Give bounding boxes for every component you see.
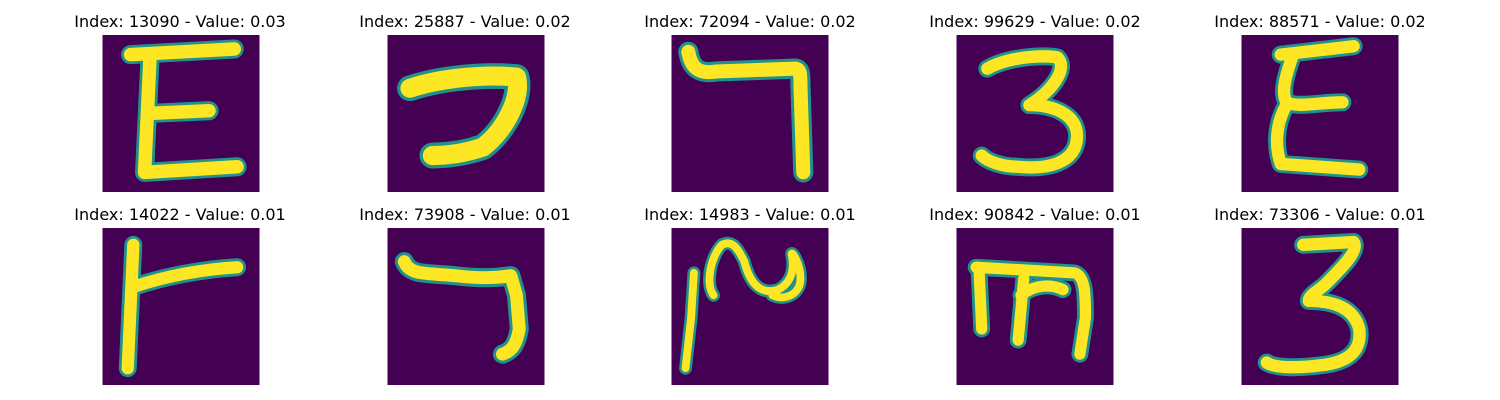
panel-title: Index: 90842 - Value: 0.01 — [929, 205, 1141, 224]
panel-title: Index: 88571 - Value: 0.02 — [1214, 12, 1426, 31]
panel-title: Index: 25887 - Value: 0.02 — [359, 12, 571, 31]
panel-title: Index: 99629 - Value: 0.02 — [929, 12, 1141, 31]
panel-title: Index: 73306 - Value: 0.01 — [1214, 205, 1426, 224]
panel-title: Index: 13090 - Value: 0.03 — [74, 12, 286, 31]
digit-image — [102, 228, 260, 385]
panel-title: Index: 14983 - Value: 0.01 — [644, 205, 856, 224]
panel-title: Index: 72094 - Value: 0.02 — [644, 12, 856, 31]
digit-image — [102, 35, 260, 192]
panel-title: Index: 73908 - Value: 0.01 — [359, 205, 571, 224]
digit-image — [956, 35, 1114, 192]
digit-image — [671, 228, 829, 385]
digit-image — [671, 35, 829, 192]
panel-title: Index: 14022 - Value: 0.01 — [74, 205, 286, 224]
digit-image — [387, 35, 545, 192]
digit-image — [1241, 228, 1399, 385]
digit-image — [956, 228, 1114, 385]
digit-image — [387, 228, 545, 385]
digit-image — [1241, 35, 1399, 192]
